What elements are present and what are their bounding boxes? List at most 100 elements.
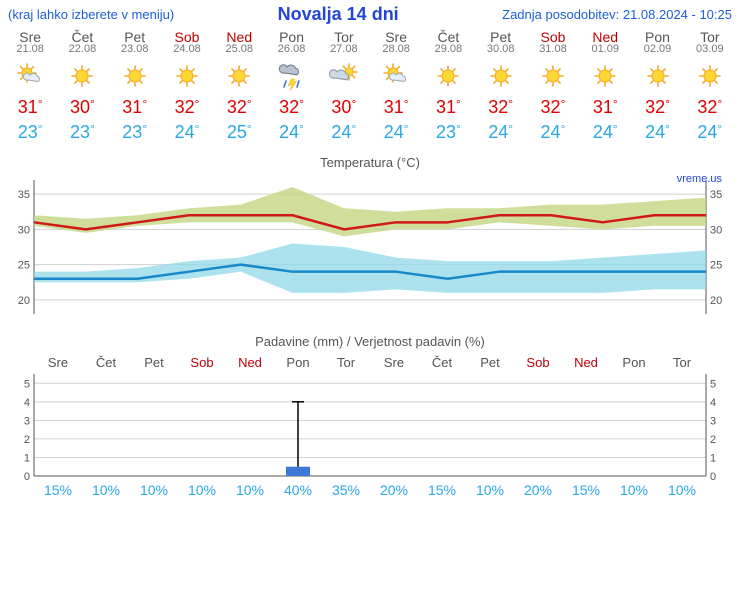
precip-day-label: Tor [658,355,706,370]
day-column: Tor27.0830°24° [318,29,370,143]
svg-text:20: 20 [710,295,722,307]
temp-low: 23° [4,122,56,143]
day-date: 02.09 [631,43,683,55]
precip-probability: 20% [370,482,418,498]
temp-low: 24° [579,122,631,143]
day-date: 27.08 [318,43,370,55]
precip-probability: 10% [178,482,226,498]
precip-day-label: Sre [370,355,418,370]
precip-probability: 10% [82,482,130,498]
day-date: 29.08 [422,43,474,55]
forecast-row: Sre21.0831°23°Čet22.0830°23°Pet23.0831°2… [0,29,740,143]
precip-day-label: Tor [322,355,370,370]
menu-hint: (kraj lahko izberete v meniju) [8,7,174,22]
weather-icon [370,59,422,93]
precip-probability: 15% [562,482,610,498]
weather-icon [213,59,265,93]
chart-watermark: vreme.us [677,173,722,185]
svg-text:5: 5 [710,378,716,390]
weather-icon [161,59,213,93]
temp-low: 24° [318,122,370,143]
temp-high: 31° [370,97,422,118]
temp-high: 32° [684,97,736,118]
day-date: 31.08 [527,43,579,55]
day-column: Pet23.0831°23° [109,29,161,143]
temp-low: 24° [370,122,422,143]
svg-text:2: 2 [24,434,30,446]
precip-day-label: Sob [178,355,226,370]
temperature-chart-title: Temperatura (°C) [8,155,732,170]
day-column: Pon02.0932°24° [631,29,683,143]
page-title: Novalja 14 dni [278,4,399,25]
day-column: Sob24.0832°24° [161,29,213,143]
svg-text:3: 3 [24,415,30,427]
day-column: Sre21.0831°23° [4,29,56,143]
day-date: 26.08 [265,43,317,55]
temp-low: 24° [161,122,213,143]
day-date: 28.08 [370,43,422,55]
last-updated: Zadnja posodobitev: 21.08.2024 - 10:25 [502,7,732,22]
day-column: Sre28.0831°24° [370,29,422,143]
svg-text:20: 20 [18,295,30,307]
header: (kraj lahko izberete v meniju) Novalja 1… [0,0,740,29]
svg-text:35: 35 [710,189,722,201]
temp-high: 30° [56,97,108,118]
temp-high: 31° [4,97,56,118]
day-date: 22.08 [56,43,108,55]
precipitation-day-labels: SreČetPetSobNedPonTorSreČetPetSobNedPonT… [8,355,732,370]
svg-text:4: 4 [710,397,716,409]
precipitation-chart-block: Padavine (mm) / Verjetnost padavin (%) S… [8,334,732,498]
svg-text:30: 30 [18,224,30,236]
svg-text:5: 5 [24,378,30,390]
svg-text:1: 1 [24,452,30,464]
temp-low: 24° [631,122,683,143]
precip-probability: 10% [130,482,178,498]
precipitation-chart: 001122334455 [8,370,732,480]
day-date: 21.08 [4,43,56,55]
day-column: Ned25.0832°25° [213,29,265,143]
svg-text:30: 30 [710,224,722,236]
weather-icon [475,59,527,93]
weather-icon [4,59,56,93]
svg-text:0: 0 [710,471,716,480]
weather-icon [422,59,474,93]
temp-high: 32° [161,97,213,118]
weather-icon [631,59,683,93]
day-date: 24.08 [161,43,213,55]
temp-high: 31° [422,97,474,118]
precip-probability: 15% [418,482,466,498]
weather-icon [318,59,370,93]
day-column: Tor03.0932°24° [684,29,736,143]
temp-low: 24° [527,122,579,143]
temp-low: 25° [213,122,265,143]
day-column: Čet22.0830°23° [56,29,108,143]
precip-day-label: Sob [514,355,562,370]
temperature-chart-block: Temperatura (°C) vreme.us 20202525303035… [8,155,732,322]
weather-icon [265,59,317,93]
temp-low: 24° [684,122,736,143]
svg-text:25: 25 [18,260,30,272]
svg-text:2: 2 [710,434,716,446]
svg-text:0: 0 [24,471,30,480]
precip-probability: 35% [322,482,370,498]
precip-probability: 10% [658,482,706,498]
precip-day-label: Ned [562,355,610,370]
temp-low: 23° [422,122,474,143]
temperature-chart: 2020252530303535 [8,172,732,322]
temp-high: 31° [579,97,631,118]
weather-icon [109,59,161,93]
day-date: 03.09 [684,43,736,55]
precipitation-chart-title: Padavine (mm) / Verjetnost padavin (%) [8,334,732,349]
temp-high: 32° [213,97,265,118]
temp-high: 32° [475,97,527,118]
svg-text:1: 1 [710,452,716,464]
precip-day-label: Čet [418,355,466,370]
temp-high: 32° [527,97,579,118]
precipitation-prob-row: 15%10%10%10%10%40%35%20%15%10%20%15%10%1… [8,482,732,498]
day-column: Pon26.0832°24° [265,29,317,143]
precip-probability: 40% [274,482,322,498]
temp-low: 23° [109,122,161,143]
precip-day-label: Pet [130,355,178,370]
temp-low: 24° [475,122,527,143]
precip-probability: 10% [466,482,514,498]
